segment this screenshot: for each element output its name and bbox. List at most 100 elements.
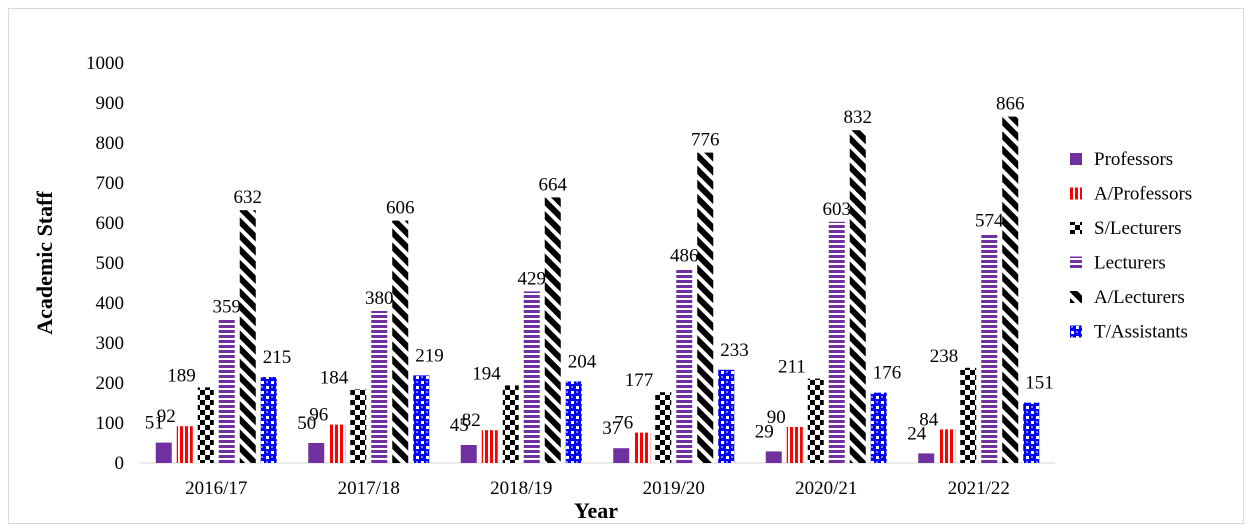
- bar: [655, 392, 672, 463]
- y-axis-ticks: 0 100 200 300 400 500 600 700 800 900 1000: [86, 53, 124, 474]
- data-label: 574: [975, 210, 1004, 231]
- data-label: 380: [365, 288, 394, 309]
- legend: Professors A/Professors S/Lecturers Lecture…: [1070, 149, 1192, 343]
- bar: [392, 220, 409, 463]
- legend-label: A/Lecturers: [1094, 287, 1185, 308]
- data-label: 204: [568, 351, 597, 372]
- bar: [918, 453, 935, 463]
- legend-swatch: [1070, 187, 1082, 200]
- x-axis-title: Year: [574, 498, 618, 523]
- bar: [634, 432, 651, 463]
- data-label: 90: [767, 407, 786, 428]
- data-label: 866: [996, 94, 1025, 115]
- y-tick-label: 600: [96, 213, 125, 234]
- bar: [329, 424, 346, 463]
- legend-label: Professors: [1094, 149, 1173, 170]
- bar: [697, 152, 714, 463]
- bar: [718, 369, 735, 463]
- data-label: 177: [625, 370, 654, 391]
- data-label: 359: [213, 296, 242, 317]
- data-label: 151: [1025, 373, 1054, 394]
- x-tick-label: 2017/18: [338, 478, 400, 499]
- bar: [765, 451, 782, 463]
- bar: [481, 430, 498, 463]
- bar: [460, 445, 477, 463]
- x-tick-label: 2020/21: [795, 478, 857, 499]
- y-tick-label: 0: [115, 453, 125, 474]
- bar: [155, 442, 172, 463]
- data-label: 29: [755, 421, 774, 442]
- bar: [239, 210, 256, 463]
- legend-swatch: [1070, 256, 1082, 269]
- data-label: 632: [234, 187, 263, 208]
- bar: [371, 311, 388, 463]
- y-tick-label: 700: [96, 173, 125, 194]
- data-label: 76: [614, 413, 633, 434]
- legend-swatch: [1070, 222, 1082, 234]
- bar: [981, 233, 998, 463]
- legend-swatch: [1070, 325, 1082, 338]
- bar: [197, 387, 214, 463]
- data-label: 82: [462, 410, 481, 431]
- y-tick-label: 300: [96, 333, 125, 354]
- data-label: 215: [263, 347, 292, 368]
- data-label: 603: [823, 199, 852, 220]
- data-label: 211: [778, 357, 806, 378]
- bar: [828, 221, 845, 463]
- bar: [1002, 116, 1019, 463]
- data-label: 184: [320, 367, 349, 388]
- data-label: 219: [415, 345, 444, 366]
- bar: [870, 392, 887, 463]
- data-label: 51: [145, 413, 164, 434]
- data-label: 189: [167, 365, 196, 386]
- x-tick-label: 2018/19: [490, 478, 552, 499]
- data-label: 96: [309, 405, 328, 426]
- y-tick-label: 200: [96, 373, 125, 394]
- bar: [544, 197, 561, 463]
- data-label: 776: [691, 130, 720, 151]
- data-label: 233: [720, 340, 749, 361]
- x-tick-label: 2021/22: [948, 478, 1010, 499]
- legend-label: Lecturers: [1094, 253, 1166, 274]
- x-axis-ticks: 2016/17 2017/18 2018/19 2019/20 2020/21 2021/…: [185, 478, 1010, 499]
- legend-label: A/Professors: [1094, 184, 1192, 205]
- x-tick-label: 2019/20: [643, 478, 705, 499]
- data-label: 606: [386, 198, 415, 219]
- bar: [960, 367, 977, 463]
- bar: [1023, 402, 1040, 463]
- data-label: 50: [297, 413, 316, 434]
- legend-swatch: [1070, 291, 1082, 303]
- bar: [176, 426, 193, 463]
- bar: [849, 130, 866, 463]
- x-tick-label: 2016/17: [185, 478, 247, 499]
- data-label: 84: [919, 409, 939, 430]
- data-label: 832: [844, 107, 873, 128]
- bar: [565, 381, 582, 463]
- bar: [413, 375, 430, 463]
- bar: [786, 427, 803, 463]
- data-label: 176: [873, 363, 902, 384]
- bar: [939, 429, 956, 463]
- data-label: 24: [907, 423, 927, 444]
- bar: [676, 268, 693, 463]
- bar: [218, 319, 235, 463]
- data-label: 92: [157, 406, 176, 427]
- y-tick-label: 900: [96, 93, 125, 114]
- data-label: 486: [670, 246, 699, 267]
- data-label: 45: [450, 415, 469, 436]
- y-axis-title: Academic Staff: [32, 191, 57, 335]
- y-tick-label: 400: [96, 293, 125, 314]
- bar: [350, 389, 367, 463]
- data-label: 194: [472, 363, 501, 384]
- bar: [308, 443, 325, 463]
- y-tick-label: 1000: [86, 53, 124, 74]
- y-tick-label: 500: [96, 253, 125, 274]
- data-label: 664: [539, 174, 568, 195]
- legend-label: T/Assistants: [1094, 322, 1188, 343]
- data-label: 37: [602, 418, 621, 439]
- bar: [502, 385, 519, 463]
- bars: [155, 116, 1040, 463]
- bar: [260, 377, 277, 463]
